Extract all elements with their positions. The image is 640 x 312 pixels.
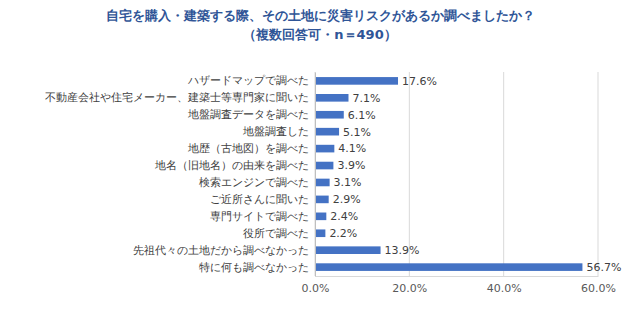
y-axis-line: [315, 73, 316, 277]
bars: [315, 77, 582, 271]
bar: [315, 229, 325, 237]
subtitle: （複数回答可・n＝490）: [243, 27, 396, 42]
grid-line: [503, 72, 504, 276]
x-tick-label: 40.0%: [487, 282, 522, 295]
y-tick-label: 地盤調査データを調べた: [187, 108, 309, 121]
y-tick-label: 専門サイトで調べた: [210, 210, 309, 223]
y-tick: 地盤調査した: [242, 125, 315, 138]
x-tick-label: 20.0%: [392, 282, 427, 295]
y-tick: 先祖代々の土地だから調べなかった: [133, 244, 315, 257]
data-label: 7.1%: [352, 92, 380, 105]
y-tick-label: 役所で調べた: [243, 227, 309, 240]
x-tick: 60.0%: [581, 276, 616, 295]
x-tick: 0.0%: [302, 276, 330, 295]
y-tick: ハザードマップで調べた: [187, 74, 315, 87]
y-tick: 不動産会社や住宅メーカー、建築士等専門家に聞いた: [45, 91, 315, 104]
bar: [315, 179, 330, 187]
bar: [315, 246, 381, 254]
y-tick: 役所で調べた: [243, 227, 315, 240]
data-label: 17.6%: [402, 75, 437, 88]
y-tick-label: ハザードマップで調べた: [187, 74, 309, 87]
grid-line: [315, 72, 316, 276]
y-tick: 特に何も調べなかった: [199, 261, 315, 274]
bar: [315, 111, 344, 119]
chart: 自宅を購入・建築する際、その土地に災害リスクがあるか調べましたか？ （複数回答可・…: [0, 0, 640, 312]
y-tick-label: 地名（旧地名）の由来を調べた: [154, 159, 309, 172]
y-axis: ハザードマップで調べた不動産会社や住宅メーカー、建築士等専門家に聞いた地盤調査デ…: [45, 73, 316, 277]
bar: [315, 128, 339, 136]
data-label: 2.2%: [329, 227, 357, 240]
data-label: 5.1%: [343, 126, 371, 139]
data-label: 2.4%: [330, 210, 358, 223]
grid-line: [598, 72, 599, 276]
data-label: 13.9%: [385, 244, 420, 257]
x-tick-label: 60.0%: [581, 282, 616, 295]
data-labels: 17.6% 7.1% 6.1% 5.1% 4.1% 3.9% 3.1% 2.9% 2.4% 2.2…: [329, 75, 621, 274]
y-tick-label: 特に何も調べなかった: [199, 261, 309, 274]
plot: 0.0% 20.0% 40.0% 60.0% ハザードマップで調べた不動産会社や住宅メー…: [45, 72, 621, 295]
y-tick-label: 不動産会社や住宅メーカー、建築士等専門家に聞いた: [45, 91, 309, 104]
y-tick: ご近所さんに聞いた: [210, 193, 315, 206]
bar: [315, 263, 582, 271]
bar: [315, 213, 326, 221]
y-tick: 専門サイトで調べた: [210, 210, 315, 223]
data-label: 56.7%: [586, 261, 621, 274]
data-label: 6.1%: [348, 109, 376, 122]
x-axis: 0.0% 20.0% 40.0% 60.0%: [302, 276, 616, 295]
x-axis-line: [316, 276, 599, 277]
bar: [315, 77, 398, 85]
y-tick: 地盤調査データを調べた: [187, 108, 315, 121]
x-tick: 20.0%: [392, 276, 427, 295]
bar: [315, 196, 329, 204]
y-tick-label: ご近所さんに聞いた: [210, 193, 309, 206]
y-tick: 地歴（古地図）を調べた: [187, 142, 315, 155]
data-label: 4.1%: [338, 142, 366, 155]
x-tick-label: 0.0%: [302, 282, 330, 295]
bar: [315, 94, 348, 102]
y-tick: 地名（旧地名）の由来を調べた: [154, 159, 315, 172]
data-label: 3.9%: [337, 159, 365, 172]
x-tick: 40.0%: [487, 276, 522, 295]
y-tick-label: 検索エンジンで調べた: [199, 176, 309, 189]
bar: [315, 145, 334, 153]
title: 自宅を購入・建築する際、その土地に災害リスクがあるか調べましたか？: [106, 8, 535, 23]
y-tick-label: 地盤調査した: [242, 125, 309, 138]
grid: [315, 72, 598, 276]
y-tick: 検索エンジンで調べた: [199, 176, 315, 189]
data-label: 2.9%: [333, 193, 361, 206]
data-label: 3.1%: [334, 176, 362, 189]
y-tick-label: 先祖代々の土地だから調べなかった: [133, 244, 309, 257]
bar: [315, 162, 333, 170]
y-tick-label: 地歴（古地図）を調べた: [187, 142, 309, 155]
